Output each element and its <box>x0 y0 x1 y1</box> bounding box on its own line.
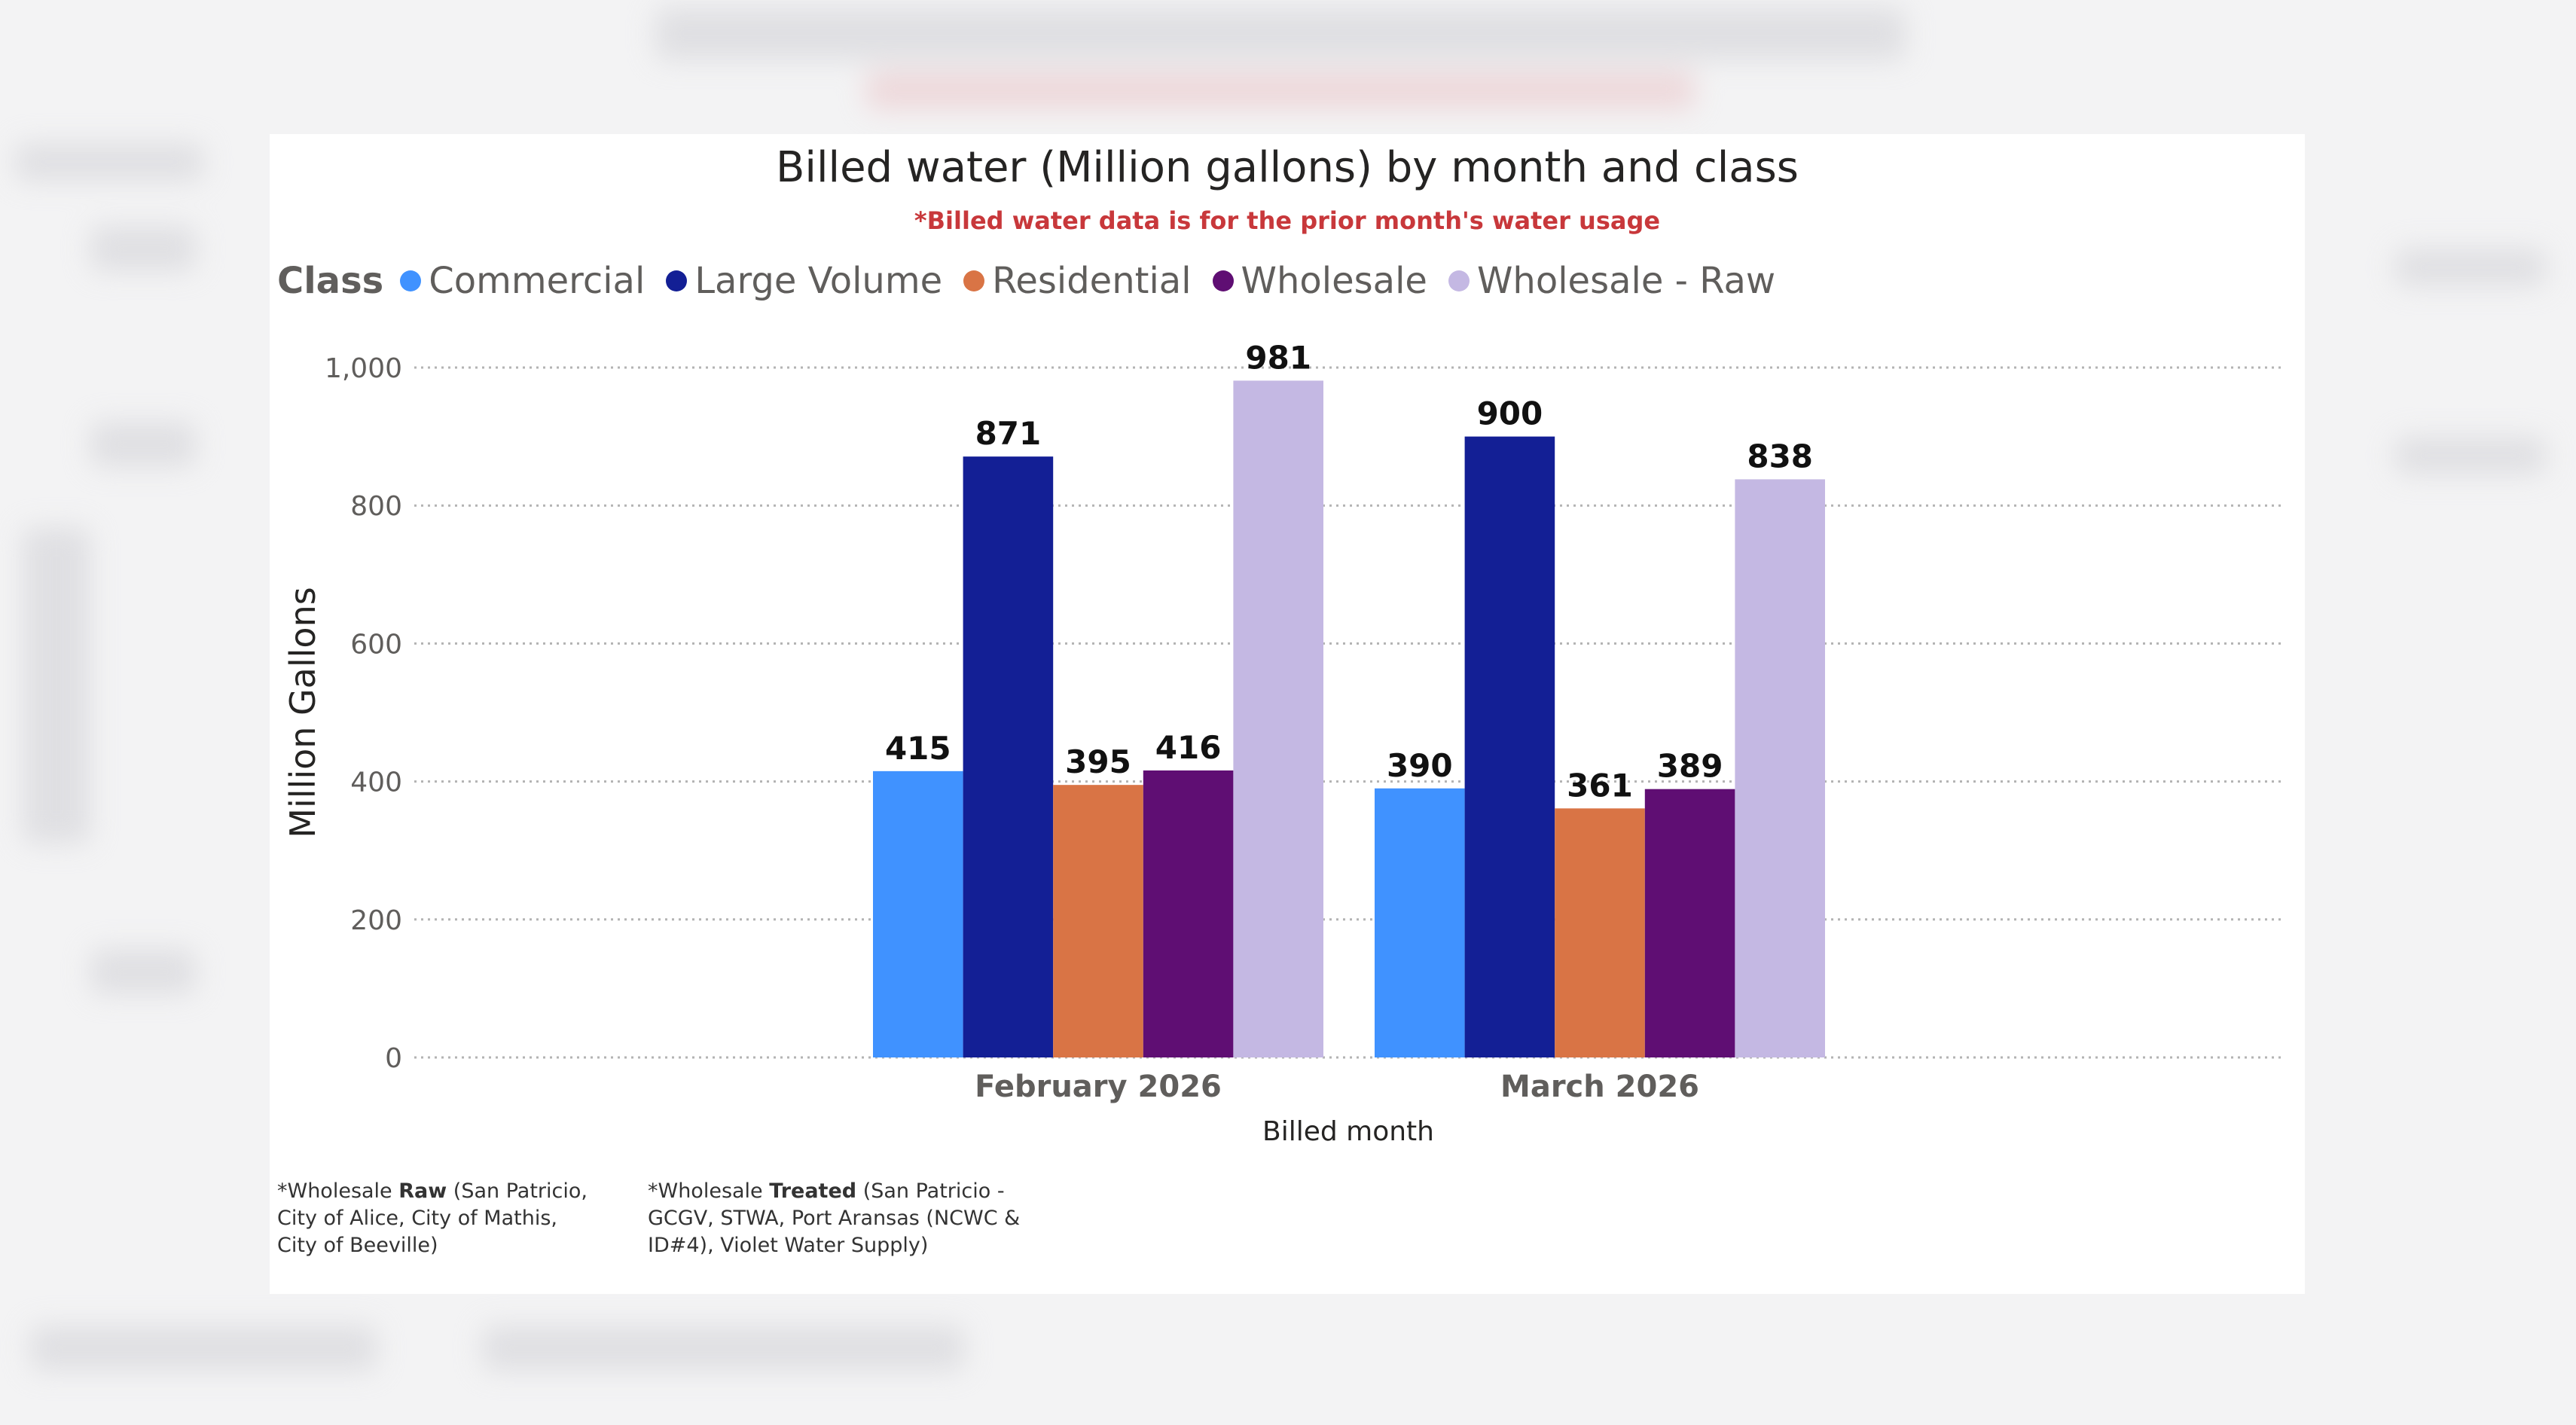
footnote-raw-prefix: *Wholesale <box>277 1179 399 1203</box>
data-label: 361 <box>1567 767 1633 804</box>
bar-residential-march-2026 <box>1555 808 1645 1057</box>
legend-label: Wholesale - Raw <box>1476 260 1776 302</box>
data-label: 415 <box>885 730 951 767</box>
bar-commercial-february-2026 <box>873 770 963 1057</box>
chart-subtitle: *Billed water data is for the prior mont… <box>914 206 1661 235</box>
data-label: 981 <box>1245 339 1311 376</box>
footnote-wholesale-treated: *Wholesale Treated (San Patricio - GCGV,… <box>648 1178 1047 1259</box>
legend-title: Class <box>277 260 384 302</box>
legend-item-wholesale-raw[interactable]: Wholesale - Raw <box>1448 260 1775 302</box>
bar-wholesale-raw-march-2026 <box>1735 479 1825 1057</box>
footnote-raw-rest: (San Patricio, City of Alice, City of Ma… <box>277 1179 588 1257</box>
bar-commercial-march-2026 <box>1375 788 1465 1057</box>
legend-item-wholesale[interactable]: Wholesale <box>1212 260 1427 302</box>
bar-large-volume-february-2026 <box>963 456 1054 1057</box>
bar-wholesale-february-2026 <box>1143 770 1234 1057</box>
y-axis-title: Million Gallons <box>282 587 323 838</box>
data-label: 395 <box>1065 743 1131 780</box>
y-tick-label: 1,000 <box>325 353 402 384</box>
footnote-wholesale-raw: *Wholesale Raw (San Patricio, City of Al… <box>277 1178 594 1259</box>
legend-label: Wholesale <box>1241 260 1427 302</box>
data-label: 389 <box>1657 748 1723 785</box>
legend-label: Residential <box>992 260 1192 302</box>
bar-wholesale-raw-february-2026 <box>1233 380 1323 1057</box>
legend-swatch <box>400 270 422 291</box>
footnote-treated-bold: Treated <box>769 1179 857 1203</box>
x-tick-label: March 2026 <box>1500 1070 1699 1104</box>
data-label: 416 <box>1155 729 1222 766</box>
legend-item-large-volume[interactable]: Large Volume <box>666 260 942 302</box>
legend-swatch <box>666 270 688 291</box>
chart-title: Billed water (Million gallons) by month … <box>776 143 1799 192</box>
y-tick-label: 200 <box>350 905 402 936</box>
y-tick-label: 600 <box>350 629 402 660</box>
bar-residential-february-2026 <box>1053 785 1143 1057</box>
data-label: 900 <box>1477 395 1543 432</box>
footnote-treated-rest: (San Patricio - GCGV, STWA, Port Aransas… <box>648 1179 1021 1257</box>
data-label: 390 <box>1387 747 1453 784</box>
legend: Class Commercial Large Volume Residential W… <box>277 255 1796 307</box>
y-tick-label: 0 <box>385 1043 402 1074</box>
legend-swatch <box>1448 270 1470 291</box>
legend-swatch <box>1212 270 1234 291</box>
legend-label: Commercial <box>429 260 646 302</box>
bar-chart-plot: 0 200 400 600 800 1,000 415 871 395 416 981 Februar… <box>282 339 2282 1147</box>
y-tick-label: 800 <box>350 491 402 522</box>
footnote-raw-bold: Raw <box>398 1179 447 1203</box>
footnote-treated-prefix: *Wholesale <box>648 1179 770 1203</box>
y-tick-label: 400 <box>350 767 402 798</box>
legend-item-residential[interactable]: Residential <box>963 260 1192 302</box>
data-label: 838 <box>1747 438 1813 474</box>
legend-label: Large Volume <box>694 260 943 302</box>
x-axis-title: Billed month <box>1262 1116 1434 1147</box>
chart-panel: Billed water (Million gallons) by month … <box>270 134 2305 1294</box>
data-label: 871 <box>975 415 1042 452</box>
bar-wholesale-march-2026 <box>1644 789 1735 1057</box>
legend-swatch <box>963 270 985 291</box>
x-tick-label: February 2026 <box>975 1070 1222 1104</box>
legend-item-commercial[interactable]: Commercial <box>400 260 645 302</box>
bar-large-volume-march-2026 <box>1464 436 1555 1057</box>
